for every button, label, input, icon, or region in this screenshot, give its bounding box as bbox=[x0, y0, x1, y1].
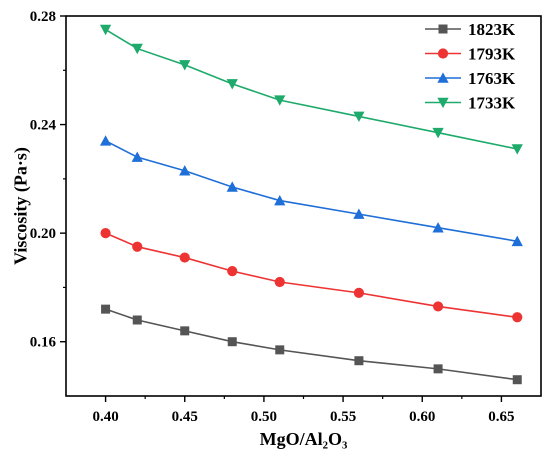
series-1823K bbox=[101, 304, 522, 385]
x-tick-label: 0.50 bbox=[251, 409, 277, 425]
x-tick-label: 0.55 bbox=[330, 409, 356, 425]
data-point-1823K bbox=[132, 315, 142, 325]
legend-marker bbox=[438, 24, 448, 34]
data-point-1793K bbox=[100, 228, 111, 239]
series-line-1733K bbox=[105, 28, 518, 150]
legend-marker bbox=[437, 48, 449, 59]
data-point-1733K bbox=[353, 111, 365, 123]
legend-item-1763K: 1763K bbox=[425, 69, 516, 88]
data-point-1763K bbox=[226, 181, 238, 192]
data-point-1793K bbox=[179, 252, 190, 263]
data-point-1763K bbox=[131, 151, 143, 162]
data-point-1733K bbox=[432, 127, 444, 139]
data-point-1763K bbox=[432, 222, 444, 233]
legend-label: 1733K bbox=[468, 94, 516, 113]
data-point-1763K bbox=[179, 165, 191, 176]
series-line-1763K bbox=[105, 140, 518, 243]
data-point-1823K bbox=[433, 364, 443, 374]
x-axis-title: MgO/Al₂O₃ bbox=[260, 429, 348, 449]
legend-item-1733K: 1733K bbox=[425, 94, 516, 113]
data-point-1793K bbox=[274, 276, 285, 288]
data-point-1733K bbox=[99, 24, 112, 36]
x-tick-label: 0.40 bbox=[92, 409, 118, 425]
y-axis-title: Viscosity (Pa·s) bbox=[10, 147, 31, 265]
data-point-1793K bbox=[353, 287, 365, 298]
series-line-1793K bbox=[105, 232, 518, 319]
axis-ticks: 0.40 0.45 0.50 0.55 0.60 0.65 0.16 0.20 0.24 0.28 bbox=[30, 9, 515, 425]
series-1793K bbox=[100, 228, 523, 323]
data-point-1733K bbox=[274, 95, 286, 106]
data-point-1733K bbox=[511, 144, 523, 155]
data-point-1793K bbox=[227, 266, 238, 277]
legend-marker bbox=[437, 97, 449, 109]
legend-label: 1763K bbox=[468, 69, 516, 88]
y-tick-label: 0.24 bbox=[30, 118, 57, 134]
legend-item-1793K: 1793K bbox=[425, 45, 516, 64]
data-point-1763K bbox=[99, 135, 112, 146]
data-point-1763K bbox=[274, 194, 286, 206]
series-1763K bbox=[99, 135, 523, 247]
y-tick-label: 0.28 bbox=[30, 9, 56, 25]
data-point-1823K bbox=[227, 337, 237, 347]
series-line-1823K bbox=[105, 308, 518, 381]
legend: 1823K 1793K 1763K 1733K bbox=[425, 20, 516, 113]
data-point-1823K bbox=[180, 326, 190, 336]
series-1733K bbox=[99, 24, 523, 155]
plot-frame bbox=[65, 15, 542, 397]
legend-label: 1823K bbox=[468, 20, 516, 39]
data-point-1793K bbox=[432, 301, 444, 312]
data-point-1823K bbox=[101, 304, 111, 314]
legend-item-1823K: 1823K bbox=[425, 20, 516, 39]
data-point-1733K bbox=[179, 60, 191, 71]
data-point-1733K bbox=[131, 43, 143, 55]
legend-label: 1793K bbox=[468, 45, 516, 64]
y-tick-label: 0.20 bbox=[30, 226, 56, 242]
series-layer bbox=[99, 24, 523, 385]
data-point-1823K bbox=[512, 375, 522, 385]
y-tick-label: 0.16 bbox=[30, 335, 57, 351]
data-point-1823K bbox=[275, 345, 285, 355]
data-point-1793K bbox=[132, 241, 143, 252]
data-point-1763K bbox=[353, 208, 365, 219]
x-tick-label: 0.65 bbox=[488, 409, 514, 425]
data-point-1823K bbox=[354, 356, 364, 366]
x-tick-label: 0.45 bbox=[172, 409, 198, 425]
data-point-1793K bbox=[512, 312, 523, 323]
legend-marker bbox=[437, 72, 449, 83]
data-point-1733K bbox=[226, 79, 238, 90]
data-point-1763K bbox=[511, 235, 523, 247]
x-tick-label: 0.60 bbox=[409, 409, 435, 425]
